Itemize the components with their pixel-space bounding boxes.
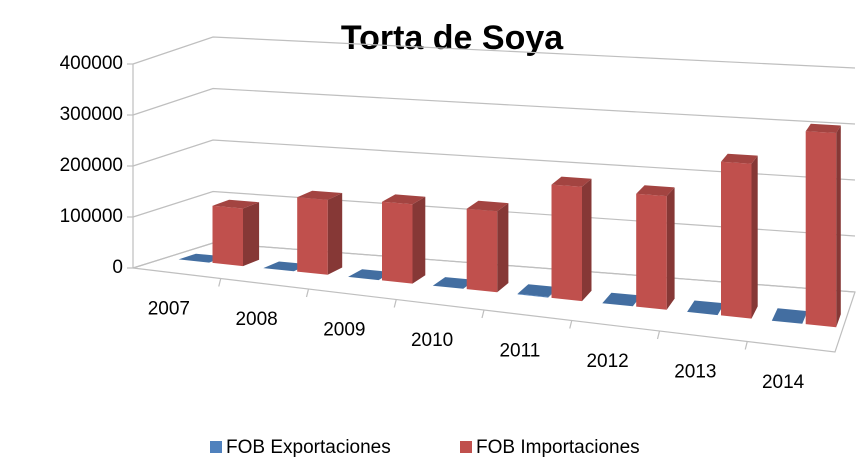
grid-line <box>132 139 856 181</box>
bar-top <box>721 153 758 164</box>
bar-side <box>412 196 426 284</box>
bar <box>382 194 426 284</box>
x-tick-label: 2012 <box>586 351 628 372</box>
bar-front <box>721 161 752 319</box>
legend-swatch <box>210 441 222 453</box>
x-tick-mark <box>744 341 748 350</box>
bar-front <box>517 293 549 298</box>
bar-top <box>297 190 343 200</box>
x-tick-label: 2013 <box>674 361 716 382</box>
legend-label: FOB Importaciones <box>476 437 640 458</box>
x-tick-mark <box>481 309 485 319</box>
x-tick-mark <box>218 278 222 287</box>
bar <box>432 277 476 289</box>
bar <box>687 300 725 316</box>
bar-top <box>212 199 260 209</box>
bar-top <box>466 200 509 212</box>
bar <box>805 123 841 328</box>
bar-top <box>551 176 592 187</box>
y-tick-label: 100000 <box>60 206 123 227</box>
x-tick-mark <box>393 299 397 308</box>
x-tick-label: 2009 <box>323 319 365 340</box>
bar <box>721 153 758 319</box>
bar <box>297 190 343 275</box>
bar-side <box>751 155 758 319</box>
bar-front <box>551 184 582 302</box>
bar-top <box>348 269 392 281</box>
bar-top <box>517 284 559 297</box>
bar-top <box>805 123 841 133</box>
chart-title: Torta de Soya <box>341 19 564 57</box>
x-tick-mark <box>569 320 573 329</box>
bar-top <box>432 277 476 289</box>
bar-top <box>771 308 808 324</box>
x-tick-mark <box>305 288 310 298</box>
bar-side <box>327 193 343 275</box>
bar-side <box>836 125 841 328</box>
x-tick-label: 2008 <box>235 309 277 330</box>
y-tick-label: 400000 <box>60 53 123 74</box>
x-tick-mark <box>656 330 661 340</box>
y-tick-label: 300000 <box>60 104 123 125</box>
bar-front <box>297 197 328 275</box>
y-tick-label: 0 <box>112 257 123 278</box>
bar-top <box>687 300 725 316</box>
bar <box>348 269 392 281</box>
x-tick-label: 2014 <box>762 372 805 393</box>
bar <box>771 308 808 324</box>
grid-line <box>132 36 856 69</box>
bar <box>551 176 592 302</box>
bar-side <box>243 202 260 267</box>
bar-side <box>582 178 592 302</box>
bar-front <box>636 193 667 310</box>
bar-top <box>602 292 642 307</box>
x-tick-label: 2010 <box>411 330 453 351</box>
bar-top <box>382 194 426 205</box>
bar <box>602 292 642 307</box>
bar-top <box>636 185 675 197</box>
bar-front <box>212 205 243 267</box>
bar-front <box>805 131 837 328</box>
bar-front <box>466 208 498 293</box>
bar-side <box>666 187 675 310</box>
x-tick-label: 2011 <box>499 340 540 361</box>
bar <box>636 185 675 310</box>
grid-line <box>132 87 856 125</box>
bar-front <box>382 201 413 284</box>
x-tick-label: 2007 <box>148 298 190 319</box>
legend-label: FOB Exportaciones <box>226 437 391 458</box>
bar <box>466 200 509 293</box>
bar <box>212 199 260 267</box>
bar-side <box>497 203 509 293</box>
y-tick-label: 200000 <box>60 155 123 176</box>
legend-swatch <box>460 441 472 453</box>
